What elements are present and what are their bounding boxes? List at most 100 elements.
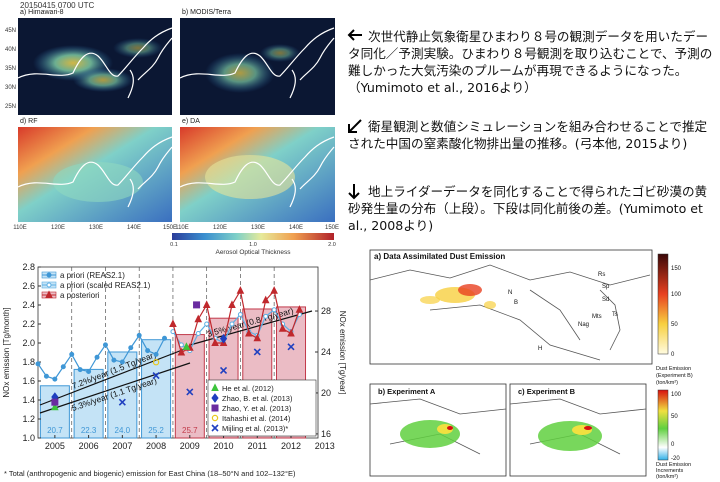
trend-line [39, 362, 191, 414]
colorbar-tick: 100 [671, 292, 682, 298]
y-axis-label: NOx emission [Tg/month] [2, 307, 11, 397]
marker [102, 342, 108, 348]
marker [211, 414, 219, 422]
marker [202, 300, 211, 308]
marker [236, 286, 245, 294]
y-tick-label: 1.4 [22, 395, 35, 405]
lat-label: 25N [5, 104, 16, 110]
marker [182, 342, 191, 350]
aot-maps: 20150415 0700 UTC a) Himawari-8 b) MODIS… [5, 1, 339, 256]
x-tick-label: 2013 [315, 441, 335, 451]
colorbar-tick: 0 [671, 442, 675, 448]
marker [270, 286, 278, 294]
marker [111, 357, 117, 363]
bar-value-label: 25.7 [182, 426, 198, 435]
marker [177, 347, 186, 356]
panel-label: e) DA [182, 118, 200, 125]
panel-label: a) Data Assimilated Dust Emission [374, 252, 505, 261]
colorbar-tick: 1.0 [249, 242, 257, 248]
marker [169, 319, 177, 327]
marker [118, 398, 126, 406]
colorbar-tick: 150 [671, 266, 682, 272]
marker [245, 328, 253, 337]
y2-tick-label: 24 [321, 347, 331, 357]
marker [69, 351, 75, 357]
caption-text: 次世代静止気象衛星ひまわり８号の観測データを用いたデータ同化／予測実験。ひまわり… [348, 29, 713, 95]
legend-label: a priori (scaled REAS2.1) [60, 281, 151, 290]
marker [271, 307, 277, 313]
y2-axis-label: NOx emission [Tg/year] [338, 311, 347, 395]
lon-label: 120E [213, 225, 227, 231]
lon-labels: 110E 120E 130E 140E 150E 110E 120E 130E … [13, 225, 339, 231]
x-tick-label: 2011 [248, 441, 267, 451]
lon-label: 110E [13, 225, 27, 231]
lon-label: 140E [127, 225, 141, 231]
map-date: 20150415 0700 UTC [20, 1, 95, 10]
x-tick-label: 2006 [79, 441, 99, 451]
y-tick-label: 2.6 [22, 281, 35, 291]
trend-line [189, 310, 313, 346]
arrow-down-left [348, 119, 362, 133]
map-panel [179, 127, 335, 222]
dust-map [369, 383, 507, 477]
lat-label: 30N [5, 85, 16, 91]
aot-ticks: 0.1 1.0 2.0 [170, 242, 336, 248]
panel-label: c) Experiment B [518, 387, 576, 396]
colorbar-tick: 2.0 [328, 242, 336, 248]
lat-labels: 45N 40N 35N 30N 25N [5, 28, 16, 110]
colorbar-tick: 50 [671, 414, 678, 420]
x-tick-label: 2008 [146, 441, 166, 451]
x-tick-label: 2005 [45, 441, 65, 451]
site-label: Ts [612, 312, 618, 318]
legend-label: a priori (REAS2.1) [60, 271, 125, 280]
marker [211, 338, 219, 346]
marker [152, 359, 160, 366]
marker [194, 314, 203, 323]
colorbar-tick: 0.1 [170, 242, 178, 248]
site-label: H [538, 346, 542, 352]
lon-label: 140E [289, 225, 303, 231]
marker [86, 369, 92, 374]
site-label: Sp [602, 284, 610, 290]
site-label: Nag [578, 322, 589, 328]
marker [35, 361, 41, 367]
colorbar-label-line: (Experiment B) [656, 373, 693, 379]
dust-map [369, 264, 651, 361]
lat-label: 35N [5, 66, 16, 72]
colorbar-label-line: (ton/km²) [656, 474, 678, 480]
marker [237, 312, 243, 317]
marker [211, 424, 219, 432]
marker [261, 295, 270, 304]
colorbar-label-line: (ton/km²) [656, 380, 678, 386]
marker [186, 388, 194, 396]
site-label: B [514, 300, 518, 306]
dust-map [509, 383, 647, 477]
series-line [37, 334, 166, 380]
series-line [172, 289, 301, 354]
y-tick-label: 2.4 [22, 300, 35, 310]
legend-label: Mijling et al. (2013)* [222, 424, 288, 433]
x-tick-label: 2007 [112, 441, 132, 451]
marker [162, 335, 168, 341]
y-tick-label: 1.6 [22, 376, 35, 386]
y-tick-label: 1.0 [22, 433, 35, 443]
marker [43, 373, 49, 379]
aot-colorbar [172, 233, 334, 240]
site-label: Mts [592, 314, 602, 320]
marker [295, 305, 304, 313]
marker [119, 359, 125, 365]
lon-label: 120E [51, 225, 65, 231]
marker [145, 348, 151, 354]
colorbar-label-line: Dust Emission [656, 462, 691, 468]
marker [211, 383, 219, 391]
increment-colorbar [657, 389, 669, 461]
footnote: * Total (anthropogenic and biogenic) emi… [4, 469, 296, 478]
panel-label: b) Experiment A [378, 387, 436, 396]
legend-label: a posteriori [60, 291, 100, 300]
marker [287, 328, 295, 337]
lon-label: 130E [89, 225, 103, 231]
bar-value-label: 22.3 [81, 426, 97, 435]
y2-tick-label: 16 [321, 429, 331, 439]
lon-label: 150E [163, 225, 177, 231]
marker [253, 348, 261, 356]
